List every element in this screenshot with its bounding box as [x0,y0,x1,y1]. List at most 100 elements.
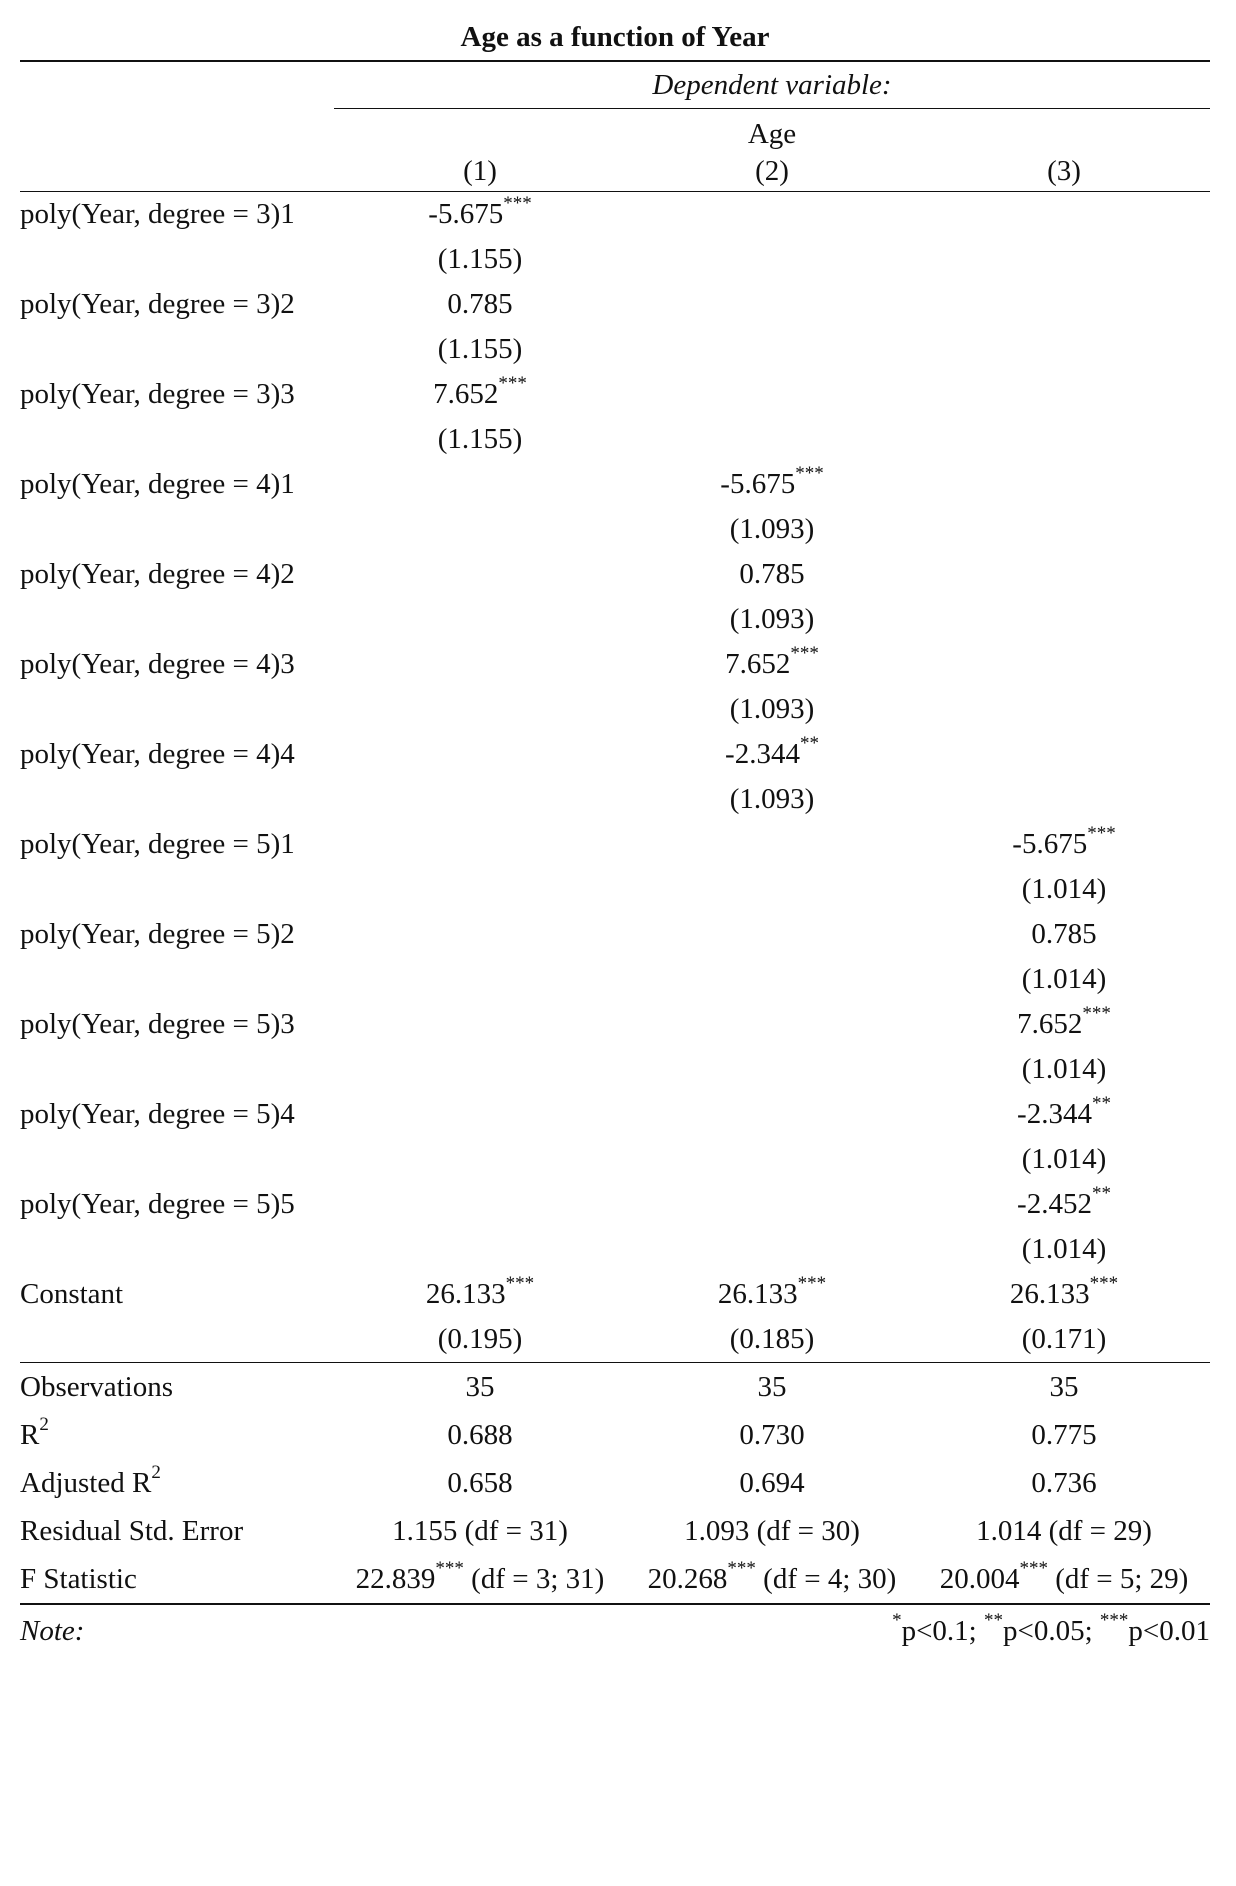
coefficient-estimate [626,1092,918,1137]
coefficient-row: poly(Year, degree = 5)5 -2.452** [20,1182,1210,1227]
standard-error [626,1047,918,1092]
stat-value: 0.658 [447,1467,513,1499]
standard-error-row: (1.014) [20,867,1210,912]
stat-value: 1.155 (df = 31) [392,1515,568,1547]
coefficient-estimate: 7.652*** [626,642,918,687]
row-label: Constant [20,1278,124,1310]
coefficient-estimate [334,822,626,867]
standard-error [626,1137,918,1182]
note-star-3: *** [1099,1610,1129,1632]
standard-error-row: (1.014) [20,1047,1210,1092]
r2-row: R2 0.688 0.730 0.775 [20,1411,1210,1459]
significance-stars: ** [1091,1183,1111,1205]
adj-r2-row: Adjusted R2 0.658 0.694 0.736 [20,1459,1210,1507]
stat-value: 0.730 [739,1419,805,1451]
significance-stars: *** [795,463,824,485]
adj-r2-label-text: Adjusted R [20,1467,152,1499]
row-label: poly(Year, degree = 4)3 [20,648,295,680]
stat-value: 35 [1049,1371,1079,1403]
adj-r2-label-sup: 2 [151,1462,161,1484]
standard-error [334,687,626,732]
coefficient-estimate [918,642,1210,687]
significance-stars: *** [498,373,527,395]
row-label-empty [20,597,334,642]
estimate-value: -5.675 [720,468,796,500]
coefficient-estimate: -2.344** [626,732,918,777]
table-title: Age as a function of Year [460,20,770,53]
estimate-value: 7.652 [725,648,791,680]
coefficient-row: poly(Year, degree = 4)1 -5.675*** [20,462,1210,507]
standard-error [334,507,626,552]
estimate-value: -2.452 [1017,1188,1092,1220]
standard-error: (1.014) [1021,963,1107,995]
standard-error [334,867,626,912]
standard-error [918,507,1210,552]
stat-value: 1.093 (df = 30) [684,1515,860,1547]
coefficient-estimate [918,192,1210,238]
coefficient-estimate: -5.675*** [334,192,626,238]
model-2-header: (2) [755,154,789,187]
row-label: poly(Year, degree = 3)2 [20,288,295,320]
estimate-value: 26.133 [425,1278,506,1310]
row-label: poly(Year, degree = 3)1 [20,198,295,230]
row-label: poly(Year, degree = 5)2 [20,918,295,950]
coefficient-estimate [626,822,918,867]
row-label: poly(Year, degree = 3)3 [20,378,295,410]
significance-stars: *** [727,1558,756,1580]
fstat-df: (df = 3; 31) [463,1563,605,1595]
model-1-header: (1) [463,154,497,187]
row-label: poly(Year, degree = 4)4 [20,738,295,770]
significance-stars: ** [1091,1093,1111,1115]
standard-error [626,867,918,912]
estimate-value: -2.344 [725,738,800,770]
standard-error [626,237,918,282]
standard-error [626,417,918,462]
standard-error [918,597,1210,642]
coefficient-estimate [626,1002,918,1047]
estimate-value: 7.652 [433,378,499,410]
standard-error-row: (0.195) (0.185) (0.171) [20,1317,1210,1363]
standard-error: (1.014) [1021,873,1107,905]
estimate-value: 0.785 [739,558,805,590]
row-label-empty [20,507,334,552]
coefficient-estimate [918,372,1210,417]
standard-error: (1.014) [1021,1233,1107,1265]
estimate-value: 0.785 [447,288,513,320]
coefficient-estimate [334,552,626,597]
r2-label-text: R [20,1419,40,1451]
coefficient-row: poly(Year, degree = 4)4 -2.344** [20,732,1210,777]
coefficient-estimate: 26.133*** [918,1272,1210,1317]
coefficient-row: poly(Year, degree = 5)1 -5.675*** [20,822,1210,867]
stat-value: 0.694 [739,1467,805,1499]
note-label: Note: [20,1615,85,1647]
standard-error: (1.093) [729,693,815,725]
coefficient-estimate [334,1092,626,1137]
stat-value: 35 [757,1371,787,1403]
standard-error [626,327,918,372]
coefficient-estimate [334,642,626,687]
stat-value: 0.688 [447,1419,513,1451]
row-label-empty [20,1317,334,1363]
stat-value: 35 [465,1371,495,1403]
standard-error [918,687,1210,732]
row-label: poly(Year, degree = 4)2 [20,558,295,590]
row-label: poly(Year, degree = 5)1 [20,828,295,860]
row-label-empty [20,957,334,1002]
row-label: poly(Year, degree = 5)4 [20,1098,295,1130]
row-label: Observations [20,1371,174,1403]
estimate-value: -5.675 [428,198,504,230]
row-label-empty [20,867,334,912]
row-label-empty [20,687,334,732]
standard-error: (1.155) [437,243,523,275]
standard-error: (1.093) [729,783,815,815]
coefficient-row: poly(Year, degree = 3)3 7.652*** [20,372,1210,417]
row-label-empty [20,1137,334,1182]
significance-stars: *** [1082,1003,1111,1025]
coefficient-estimate: 0.785 [626,552,918,597]
header-empty [20,61,334,109]
note-text-3: p<0.01 [1128,1615,1211,1647]
coefficient-estimate [918,282,1210,327]
stat-value: 0.736 [1031,1467,1097,1499]
estimate-value: 26.133 [717,1278,798,1310]
stat-value: 20.004*** (df = 5; 29) [918,1555,1210,1604]
